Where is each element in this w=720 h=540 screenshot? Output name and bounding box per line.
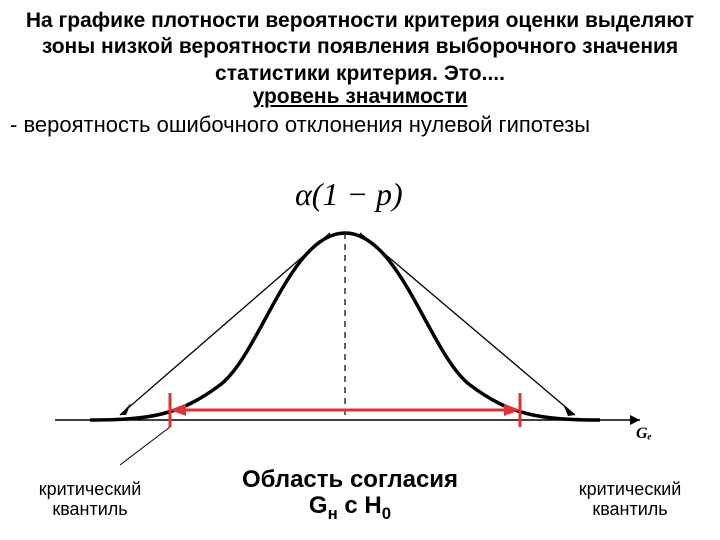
right-slope-arrow: [360, 233, 575, 415]
explanation-text: - вероятность ошибочного отклонения нуле…: [0, 109, 720, 139]
right-quantile-line2: квантиль: [592, 499, 667, 519]
diagram-svg: [0, 215, 720, 495]
bell-curve-diagram: Gₑ: [0, 215, 720, 495]
x-axis-arrowhead: [630, 415, 640, 425]
right-quantile-label: критический квантиль: [555, 480, 705, 520]
left-quantile-line1: критический: [39, 479, 142, 499]
left-quantile-label: критический квантиль: [15, 480, 165, 520]
agreement-line2: Gн с H0: [309, 492, 391, 519]
right-slope-arrowhead: [563, 404, 575, 416]
left-quantile-line2: квантиль: [52, 499, 127, 519]
red-span-left-arrowhead: [170, 404, 186, 416]
axis-end-label: Gₑ: [636, 425, 652, 443]
right-quantile-line1: критический: [579, 479, 682, 499]
agreement-region-label: Область согласия Gн с H0: [200, 467, 500, 524]
left-quantile-connector: [120, 427, 170, 465]
title-text: На графике плотности вероятности критери…: [0, 0, 720, 87]
left-slope-arrow: [120, 233, 330, 415]
red-span-right-arrowhead: [504, 404, 520, 416]
formula-text: α(1 − p): [295, 176, 403, 213]
subtitle-text: уровень значимости: [0, 85, 720, 109]
left-slope-arrowhead: [120, 403, 131, 415]
agreement-line1: Область согласия: [242, 466, 458, 493]
